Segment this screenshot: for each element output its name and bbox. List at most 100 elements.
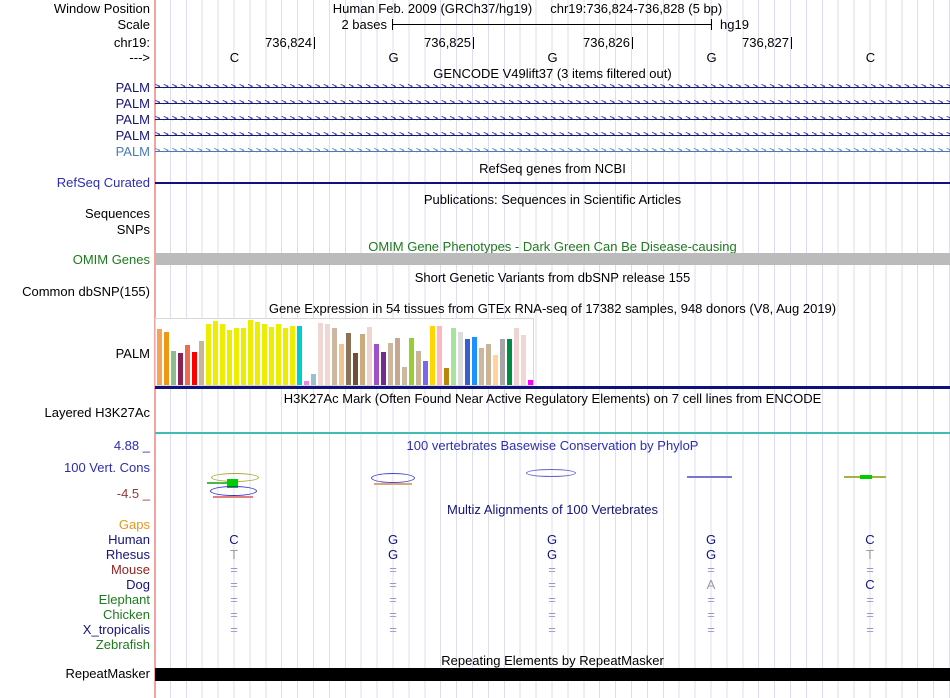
gtex-bar[interactable]: [388, 343, 393, 385]
gtex-bar[interactable]: [220, 324, 225, 385]
gtex-bar[interactable]: [318, 323, 323, 385]
gtex-bar[interactable]: [192, 352, 197, 385]
publications-track-title: Publications: Sequences in Scientific Ar…: [423, 192, 682, 207]
multiz-species-label[interactable]: Chicken: [103, 607, 150, 622]
gtex-bar[interactable]: [339, 344, 344, 385]
gtex-bar[interactable]: [311, 374, 316, 385]
phylop-mark: [687, 476, 732, 478]
gtex-bar[interactable]: [206, 324, 211, 385]
gtex-bar[interactable]: [304, 381, 309, 385]
gencode-transcript-row[interactable]: >>>>>>>>>>>>>>>>>>>>>>>>>>>>>>>>>>>>>>>>…: [155, 129, 950, 142]
gtex-bar[interactable]: [248, 320, 253, 385]
gtex-bar[interactable]: [297, 326, 302, 385]
multiz-cell: T: [230, 547, 238, 562]
multiz-species-label[interactable]: X_tropicalis: [82, 622, 150, 637]
gtex-bar[interactable]: [276, 324, 281, 385]
gencode-transcript-row[interactable]: >>>>>>>>>>>>>>>>>>>>>>>>>>>>>>>>>>>>>>>>…: [155, 113, 950, 126]
gtex-bar[interactable]: [178, 353, 183, 385]
coordinate-tick: [473, 37, 474, 49]
repeatmasker-element-bar[interactable]: [155, 668, 950, 681]
multiz-species-label[interactable]: Dog: [126, 577, 150, 592]
gtex-bar[interactable]: [332, 328, 337, 385]
gtex-bar[interactable]: [507, 339, 512, 385]
gtex-bar[interactable]: [423, 361, 428, 385]
multiz-cell: =: [866, 562, 874, 577]
gtex-bar[interactable]: [521, 335, 526, 385]
multiz-cell: C: [865, 577, 875, 592]
gtex-bar[interactable]: [437, 326, 442, 385]
gtex-bar[interactable]: [171, 351, 176, 385]
multiz-species-label[interactable]: Zebrafish: [95, 637, 150, 652]
label-snps[interactable]: SNPs: [116, 222, 150, 237]
conservation-axis-min: -4.5 _: [116, 486, 150, 501]
gtex-bar[interactable]: [444, 368, 449, 385]
gtex-bar[interactable]: [255, 322, 260, 385]
gtex-bar[interactable]: [360, 334, 365, 385]
gtex-bar[interactable]: [269, 327, 274, 385]
gtex-bar[interactable]: [395, 338, 400, 385]
base-letter: G: [547, 50, 558, 65]
gtex-bar[interactable]: [367, 327, 372, 385]
phylop-mark: [213, 496, 253, 498]
gencode-gene-label[interactable]: PALM: [115, 80, 150, 95]
refseq-curated-gene-line[interactable]: [155, 182, 950, 184]
gencode-gene-label[interactable]: PALM: [115, 112, 150, 127]
gtex-bar[interactable]: [234, 328, 239, 385]
omim-gene-bar[interactable]: [155, 253, 950, 265]
multiz-species-label[interactable]: Human: [108, 532, 150, 547]
gtex-bar[interactable]: [402, 367, 407, 385]
gencode-transcript-row[interactable]: >>>>>>>>>>>>>>>>>>>>>>>>>>>>>>>>>>>>>>>>…: [155, 97, 950, 110]
gtex-bar[interactable]: [374, 344, 379, 385]
label-layered-h3k27ac[interactable]: Layered H3K27Ac: [44, 405, 150, 420]
gtex-bar[interactable]: [472, 337, 477, 385]
gtex-bar[interactable]: [430, 326, 435, 385]
gencode-gene-label[interactable]: PALM: [115, 128, 150, 143]
label-gtex-gene[interactable]: PALM: [115, 346, 150, 361]
gencode-gene-label[interactable]: PALM: [115, 96, 150, 111]
multiz-species-label[interactable]: Gaps: [118, 517, 150, 532]
gtex-bar[interactable]: [241, 328, 246, 385]
label-common-dbsnp[interactable]: Common dbSNP(155): [22, 284, 150, 299]
gtex-bar[interactable]: [451, 328, 456, 385]
gtex-bar[interactable]: [346, 333, 351, 385]
gtex-bar[interactable]: [500, 339, 505, 385]
gtex-bar[interactable]: [493, 355, 498, 385]
gtex-bar[interactable]: [409, 338, 414, 385]
gtex-bar[interactable]: [213, 321, 218, 385]
multiz-species-label[interactable]: Mouse: [110, 562, 150, 577]
gencode-transcript-row[interactable]: >>>>>>>>>>>>>>>>>>>>>>>>>>>>>>>>>>>>>>>>…: [155, 145, 950, 158]
gencode-transcript-row[interactable]: >>>>>>>>>>>>>>>>>>>>>>>>>>>>>>>>>>>>>>>>…: [155, 81, 950, 94]
gtex-bar[interactable]: [381, 352, 386, 385]
gtex-bar[interactable]: [283, 328, 288, 385]
label-omim-genes[interactable]: OMIM Genes: [72, 252, 150, 267]
multiz-cell: G: [705, 532, 717, 547]
gtex-bar[interactable]: [416, 351, 421, 385]
gencode-gene-label[interactable]: PALM: [115, 144, 150, 159]
label-refseq-curated[interactable]: RefSeq Curated: [56, 175, 150, 190]
gtex-bar[interactable]: [325, 324, 330, 385]
gtex-bar[interactable]: [199, 341, 204, 385]
gtex-bar[interactable]: [458, 332, 463, 385]
gtex-bar[interactable]: [185, 345, 190, 385]
gtex-bar[interactable]: [353, 353, 358, 385]
gtex-bar[interactable]: [164, 332, 169, 385]
gtex-bar[interactable]: [486, 344, 491, 385]
multiz-species-label[interactable]: Elephant: [98, 592, 150, 607]
gtex-bar[interactable]: [262, 324, 267, 385]
multiz-cell: C: [865, 532, 875, 547]
gtex-bar[interactable]: [465, 339, 470, 385]
coordinate-tick: [314, 37, 315, 49]
label-sequences[interactable]: Sequences: [84, 206, 150, 221]
label-100-vert-cons[interactable]: 100 Vert. Cons: [64, 460, 150, 475]
gtex-bar[interactable]: [479, 348, 484, 385]
gtex-bar[interactable]: [157, 329, 162, 385]
multiz-cell: =: [548, 562, 556, 577]
gtex-bar[interactable]: [514, 328, 519, 385]
gtex-bar[interactable]: [227, 330, 232, 385]
strand-direction-arrow: --->: [129, 50, 150, 65]
gtex-bar[interactable]: [528, 380, 533, 385]
label-repeatmasker[interactable]: RepeatMasker: [65, 666, 150, 681]
gtex-expression-chart[interactable]: [155, 318, 534, 386]
gtex-bar[interactable]: [290, 326, 295, 385]
multiz-species-label[interactable]: Rhesus: [105, 547, 150, 562]
